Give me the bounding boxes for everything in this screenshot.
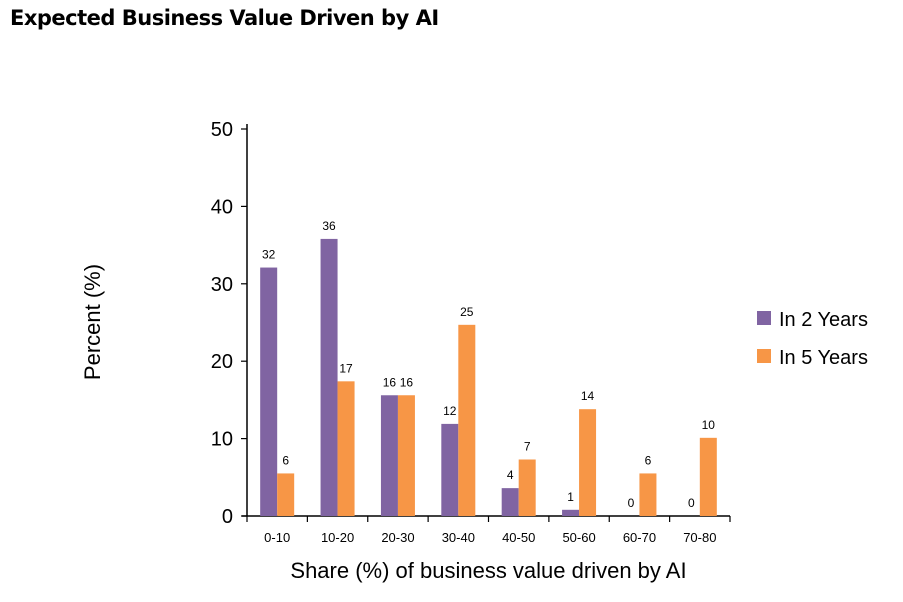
bar-in-2-years xyxy=(562,509,580,516)
data-label: 12 xyxy=(443,404,457,418)
y-tick-label: 30 xyxy=(211,274,233,296)
bar-in-5-years xyxy=(518,459,536,516)
data-label: 36 xyxy=(322,219,336,233)
data-label: 6 xyxy=(645,453,652,467)
bar-in-5-years xyxy=(458,324,476,516)
legend-label: In 5 Years xyxy=(779,347,868,369)
x-tick-label: 0-10 xyxy=(264,530,290,545)
data-label: 14 xyxy=(581,389,595,403)
data-label: 0 xyxy=(688,496,695,510)
bar-in-5-years xyxy=(277,473,295,516)
bar-in-2-years xyxy=(320,238,338,516)
bar-in-2-years xyxy=(380,395,398,516)
legend-label: In 2 Years xyxy=(779,309,868,331)
bar-in-2-years xyxy=(501,488,519,516)
data-label: 6 xyxy=(282,453,289,467)
x-tick-label: 70-80 xyxy=(683,530,716,545)
data-label: 4 xyxy=(507,468,514,482)
bar-in-2-years xyxy=(441,423,459,516)
x-tick-label: 10-20 xyxy=(321,530,354,545)
data-label: 0 xyxy=(628,496,635,510)
x-tick-label: 30-40 xyxy=(442,530,475,545)
bar-in-5-years xyxy=(337,381,355,516)
data-label: 17 xyxy=(339,361,353,375)
y-tick-label: 0 xyxy=(222,506,233,528)
bar-in-5-years xyxy=(579,409,597,516)
y-tick-label: 40 xyxy=(211,196,233,218)
y-tick-label: 20 xyxy=(211,351,233,373)
data-label: 16 xyxy=(400,375,414,389)
bar-in-5-years xyxy=(639,473,657,516)
x-tick-label: 20-30 xyxy=(381,530,414,545)
y-tick-label: 10 xyxy=(211,429,233,451)
bar-in-5-years xyxy=(699,437,717,516)
x-tick-label: 60-70 xyxy=(623,530,656,545)
x-tick-label: 40-50 xyxy=(502,530,535,545)
data-label: 25 xyxy=(460,305,474,319)
bar-in-5-years xyxy=(397,395,415,516)
x-axis-label: Share (%) of business value driven by AI xyxy=(290,558,686,583)
chart-title: Expected Business Value Driven by AI xyxy=(10,6,439,30)
data-label: 7 xyxy=(524,439,531,453)
data-label: 10 xyxy=(702,418,716,432)
y-axis-label: Percent (%) xyxy=(80,264,105,380)
data-label: 32 xyxy=(262,248,276,262)
y-tick-label: 50 xyxy=(211,119,233,141)
legend-swatch xyxy=(757,349,771,363)
bar-in-2-years xyxy=(260,267,278,516)
data-label: 1 xyxy=(567,490,574,504)
x-tick-label: 50-60 xyxy=(562,530,595,545)
data-label: 16 xyxy=(383,375,397,389)
legend-swatch xyxy=(757,311,771,325)
